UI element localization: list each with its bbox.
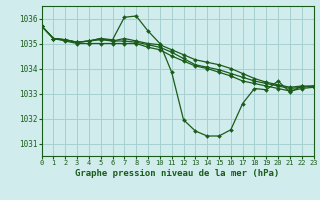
X-axis label: Graphe pression niveau de la mer (hPa): Graphe pression niveau de la mer (hPa) (76, 169, 280, 178)
